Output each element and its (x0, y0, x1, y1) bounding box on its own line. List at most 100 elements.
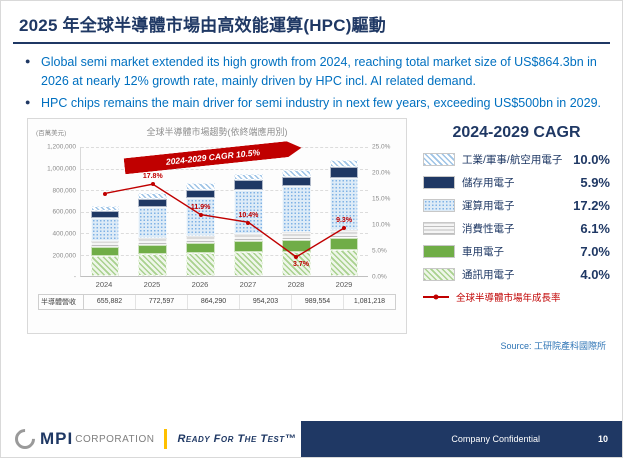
bar-stack (234, 147, 263, 277)
y-axis-right-tick: 25.0% (372, 143, 391, 151)
bar-segment (234, 240, 263, 253)
y-axis-right-tick: 10.0% (372, 221, 391, 229)
bar-segment (186, 236, 215, 243)
growth-line-point (102, 191, 107, 196)
bar-segment (90, 255, 120, 277)
title-bar: 2025 年全球半導體市場由高效能運算(HPC)驅動 (13, 11, 610, 44)
bar-segment (138, 254, 168, 277)
content-row: (百萬美元) 全球半導體市場趨勢(依終端應用別) 2024-2029 CAGR … (27, 118, 610, 335)
cagr-legend-item: 運算用電子 17.2% (423, 198, 610, 213)
y-axis-left-tick: 200,000 (52, 252, 77, 260)
cagr-panel-title: 2024-2029 CAGR (452, 124, 581, 142)
x-axis-label: 2026 (191, 280, 209, 290)
bar-segment (234, 180, 263, 190)
mpi-corporation-text: CORPORATION (75, 433, 155, 445)
revenue-table-value: 954,203 (240, 295, 292, 310)
x-axis-label: 2027 (239, 280, 257, 290)
mpi-logo-text: MPI (40, 429, 74, 448)
bar-segment (281, 239, 311, 252)
gridline (81, 254, 368, 256)
y-axis-left-tick: - (73, 273, 76, 281)
y-axis-left-tick: 800,000 (52, 187, 77, 195)
y-axis-left-tick: 600,000 (52, 208, 77, 216)
cagr-legend-label: 車用電子 (462, 246, 504, 259)
bar-segment (138, 238, 168, 245)
y-axis-right-tick: 20.0% (372, 169, 391, 177)
bar-column-2026 (177, 147, 225, 277)
x-axis-label: 2024 (95, 280, 113, 290)
gridline (81, 211, 368, 213)
cagr-legend-label: 運算用電子 (462, 200, 515, 213)
gridline (81, 190, 368, 192)
revenue-table-label: 半導體營收 (39, 295, 84, 310)
revenue-table-value: 655,882 (84, 295, 136, 310)
bar-segment (329, 167, 359, 179)
growth-line-label: 17.8% (142, 173, 163, 181)
cagr-legend-value: 7.0% (580, 244, 610, 260)
cagr-legend: 工業/軍事/航空用電子 10.0% 儲存用電子 5.9% 運算用電子 17.2% 消費性電子… (423, 152, 610, 282)
chart-plot-wrap: 2024-2029 CAGR 10.5% 17.8% 11.9% 10.4% 3.7%… (47, 147, 390, 281)
bar-segment (90, 240, 120, 247)
growth-rate-line (81, 147, 368, 276)
cagr-line-legend-item: 全球半導體市場年成長率 (423, 290, 610, 304)
y-axis-right-tick: 15.0% (372, 195, 391, 203)
y-axis-right-tick: 0.0% (372, 273, 387, 281)
footer-confidential-area: Company Confidential 10 (301, 421, 622, 457)
hatch-blue-swatch-icon (423, 153, 455, 167)
cagr-legend-item: 通訊用電子 4.0% (423, 267, 610, 282)
page-title: 2025 年全球半導體市場由高效能運算(HPC)驅動 (19, 16, 386, 35)
bar-column-2027 (224, 147, 272, 277)
footer-logo-area: MPI CORPORATION Ready For The Test™ (1, 421, 301, 457)
footer-bar: MPI CORPORATION Ready For The Test™ Comp… (1, 421, 622, 457)
bar-stack (138, 147, 168, 277)
bar-segment (234, 173, 263, 181)
bar-stack (90, 147, 120, 277)
semi-market-chart: (百萬美元) 全球半導體市場趨勢(依終端應用別) 2024-2029 CAGR … (27, 118, 407, 335)
bar-stack (186, 147, 215, 277)
hatch-lgreen-swatch-icon (423, 268, 455, 282)
revenue-table-value: 772,597 (136, 295, 188, 310)
y-axis-left-tick: 1,200,000 (47, 143, 76, 151)
bullet-list: Global semi market extended its high gro… (25, 53, 604, 112)
growth-line-legend-label: 全球半導體市場年成長率 (456, 293, 561, 305)
revenue-table-value: 864,290 (188, 295, 240, 310)
gridline (81, 168, 368, 170)
hatch-gray-swatch-icon (423, 222, 455, 236)
solid-green-swatch-icon (423, 245, 455, 259)
cagr-legend-label: 儲存用電子 (462, 177, 515, 190)
bar-segment (234, 189, 263, 234)
bullet-item: HPC chips remains the main driver for se… (25, 94, 604, 113)
bar-segment (329, 237, 359, 251)
growth-line-label: 9.3% (336, 217, 353, 225)
footer-tagline: Ready For The Test™ (177, 433, 297, 445)
cagr-legend-value: 6.1% (580, 221, 610, 237)
chart-plot: 2024-2029 CAGR 10.5% 17.8% 11.9% 10.4% 3.7%… (80, 147, 368, 278)
growth-line-point (246, 220, 251, 225)
y-axis-right-tick: 5.0% (372, 247, 387, 255)
bar-segment (186, 198, 215, 237)
bar-column-2028 (272, 147, 320, 277)
bar-segment (234, 252, 263, 277)
page-number: 10 (597, 434, 608, 444)
bar-segment (186, 242, 215, 254)
bar-segment (281, 251, 311, 277)
cagr-legend-item: 消費性電子 6.1% (423, 221, 610, 236)
bar-segment (186, 253, 215, 277)
cagr-legend-value: 10.0% (573, 152, 610, 168)
cagr-panel: 2024-2029 CAGR 工業/軍事/航空用電子 10.0% 儲存用電子 5.9%… (423, 118, 610, 334)
bar-segment (281, 185, 311, 233)
cagr-legend-value: 5.9% (580, 175, 610, 191)
bar-segment (90, 211, 120, 218)
gridline (81, 233, 368, 235)
y-axis-left-tick: 1,000,000 (47, 165, 76, 173)
bar-column-2025 (129, 147, 177, 277)
bar-segment (281, 169, 311, 177)
cagr-legend-value: 17.2% (573, 198, 610, 214)
bar-segment (329, 178, 359, 230)
cagr-legend-label: 消費性電子 (462, 223, 515, 236)
cagr-legend-label: 通訊用電子 (462, 269, 515, 282)
chart-header: (百萬美元) 全球半導體市場趨勢(依終端應用別) (36, 125, 398, 138)
bar-segment (90, 217, 120, 241)
cagr-legend-item: 儲存用電子 5.9% (423, 175, 610, 190)
